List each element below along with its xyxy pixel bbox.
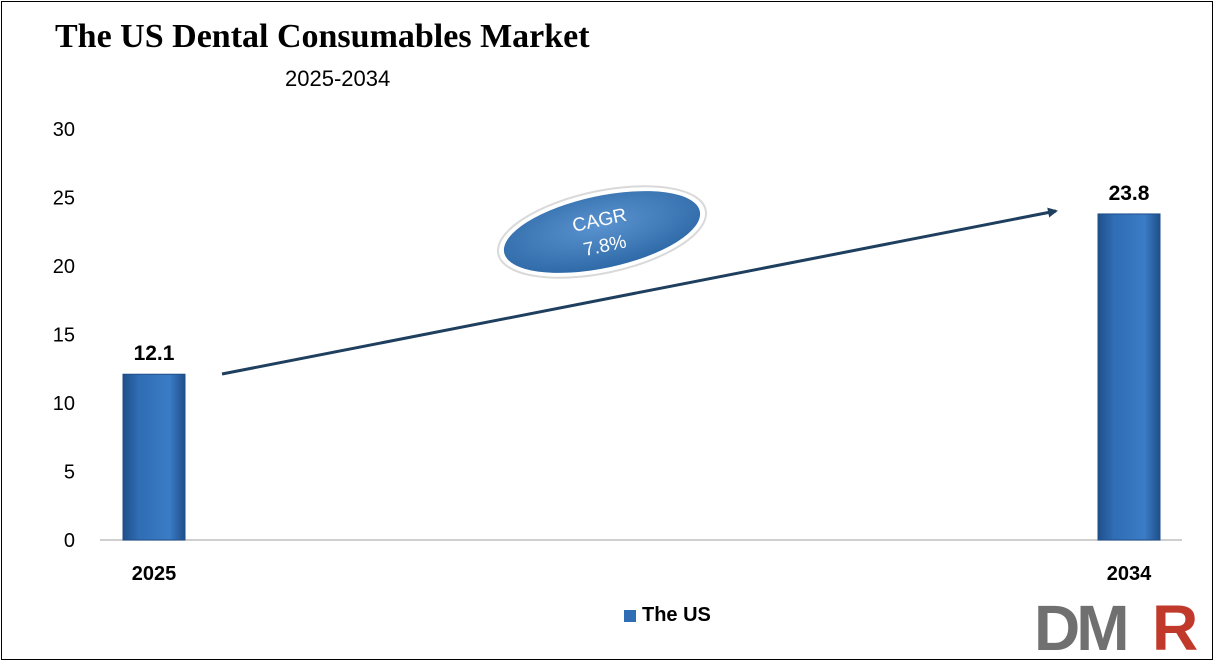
y-tick-label: 5 [64,462,75,484]
y-tick-label: 20 [53,256,75,278]
x-tick-label-2034: 2034 [1107,563,1152,585]
data-label-2025: 12.1 [134,342,175,365]
svg-text:DM: DM [1034,598,1126,654]
y-tick-label: 10 [53,393,75,415]
y-tick-label: 0 [64,530,75,552]
y-axis-ticks: 0 5 10 15 20 25 30 [53,119,75,552]
bars [122,213,1161,541]
chart-subtitle: 2025-2034 [285,66,391,91]
dmr-logo: DM R [1034,598,1198,654]
legend: The US [624,604,711,627]
bar-2025 [122,373,186,541]
data-label-2034: 23.8 [1109,182,1150,205]
bar-2034 [1097,213,1161,541]
x-tick-label-2025: 2025 [132,563,177,585]
legend-swatch [624,609,636,622]
cagr-arrow [221,207,1058,376]
y-tick-label: 30 [53,119,75,141]
chart-title: The US Dental Consumables Market [55,18,590,55]
data-labels: 12.1 23.8 [134,182,1150,365]
cagr-bubble: CAGR 7.8% [496,185,708,279]
x-axis-labels: 2025 2034 [132,563,1152,585]
svg-text:R: R [1152,598,1198,654]
y-tick-label: 15 [53,325,75,347]
y-tick-label: 25 [53,188,75,210]
legend-label: The US [642,604,711,626]
